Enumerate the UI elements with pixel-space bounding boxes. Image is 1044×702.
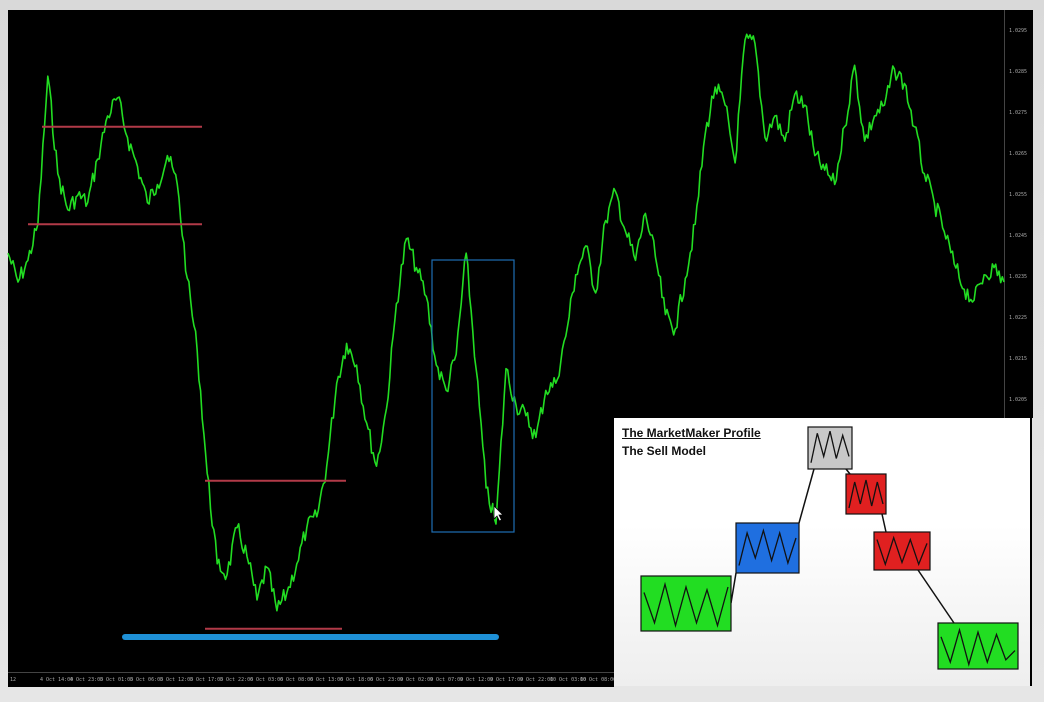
price-tick-label: 1.0235 <box>1009 274 1028 280</box>
price-tick-label: 1.0275 <box>1009 110 1028 116</box>
time-tick-label: 12 <box>10 677 17 683</box>
time-tick-label: 6 Oct 13:00 <box>310 677 344 683</box>
model-box-zigzag <box>848 479 884 509</box>
time-tick-label: 9 Oct 07:00 <box>430 677 464 683</box>
time-tick-label: 9 Oct 17:00 <box>490 677 524 683</box>
price-series-line <box>7 33 1005 612</box>
time-tick-label: 6 Oct 18:00 <box>340 677 374 683</box>
time-tick-label: 4 Oct 14:00 <box>40 677 74 683</box>
model-box-zigzag <box>940 627 1016 667</box>
price-axis[interactable]: 1.0295 1.0285 1.0275 1.0265 1.0255 1.0245 1.02… <box>1004 10 1033 418</box>
time-tick-label: 9 Oct 22:00 <box>520 677 554 683</box>
price-tick-label: 1.0285 <box>1009 69 1028 75</box>
panel-subtitle: The Sell Model <box>622 444 707 458</box>
model-box-zigzag <box>738 528 797 566</box>
time-axis[interactable]: 12 4 Oct 14:00 4 Oct 23:00 5 Oct 01:00 5 Oct… <box>8 672 617 687</box>
price-tick-label: 1.0245 <box>1009 233 1028 239</box>
model-connector-line <box>730 572 737 604</box>
model-box-zigzag <box>810 431 850 463</box>
model-box-zigzag <box>876 535 928 567</box>
time-tick-label: 4 Oct 23:00 <box>70 677 104 683</box>
model-box-zigzag <box>643 581 729 629</box>
model-connector-line <box>917 569 955 624</box>
panel-title: The MarketMaker Profile <box>622 426 761 440</box>
price-tick-label: 1.0225 <box>1009 315 1028 321</box>
price-tick-label: 1.0215 <box>1009 356 1028 362</box>
model-box-blue <box>735 522 800 574</box>
price-tick-label: 1.0295 <box>1009 28 1028 34</box>
time-tick-label: 5 Oct 06:00 <box>130 677 164 683</box>
price-tick-label: 1.0265 <box>1009 151 1028 157</box>
sell-model-diagram <box>640 426 1019 670</box>
time-tick-label: 5 Oct 22:00 <box>220 677 254 683</box>
time-tick-label: 9 Oct 12:00 <box>460 677 494 683</box>
price-tick-label: 1.0205 <box>1009 397 1028 403</box>
model-connector-line <box>845 468 851 475</box>
highlight-box[interactable] <box>431 259 515 533</box>
model-connector-line <box>798 468 815 524</box>
time-tick-label: 5 Oct 12:00 <box>160 677 194 683</box>
mouse-cursor-icon <box>493 505 504 522</box>
price-tick-label: 1.0255 <box>1009 192 1028 198</box>
model-connector-line <box>881 513 887 533</box>
time-tick-label: 5 Oct 01:00 <box>100 677 134 683</box>
time-tick-label: 9 Oct 02:00 <box>400 677 434 683</box>
time-tick-label: 6 Oct 23:00 <box>370 677 404 683</box>
time-tick-label: 6 Oct 03:00 <box>250 677 284 683</box>
time-tick-label: 10 Oct 03:00 <box>550 677 587 683</box>
time-tick-label: 10 Oct 08:00 <box>580 677 617 683</box>
time-tick-label: 6 Oct 08:00 <box>280 677 314 683</box>
time-tick-label: 5 Oct 17:00 <box>190 677 224 683</box>
sell-model-panel: The MarketMaker Profile The Sell Model <box>614 418 1030 686</box>
